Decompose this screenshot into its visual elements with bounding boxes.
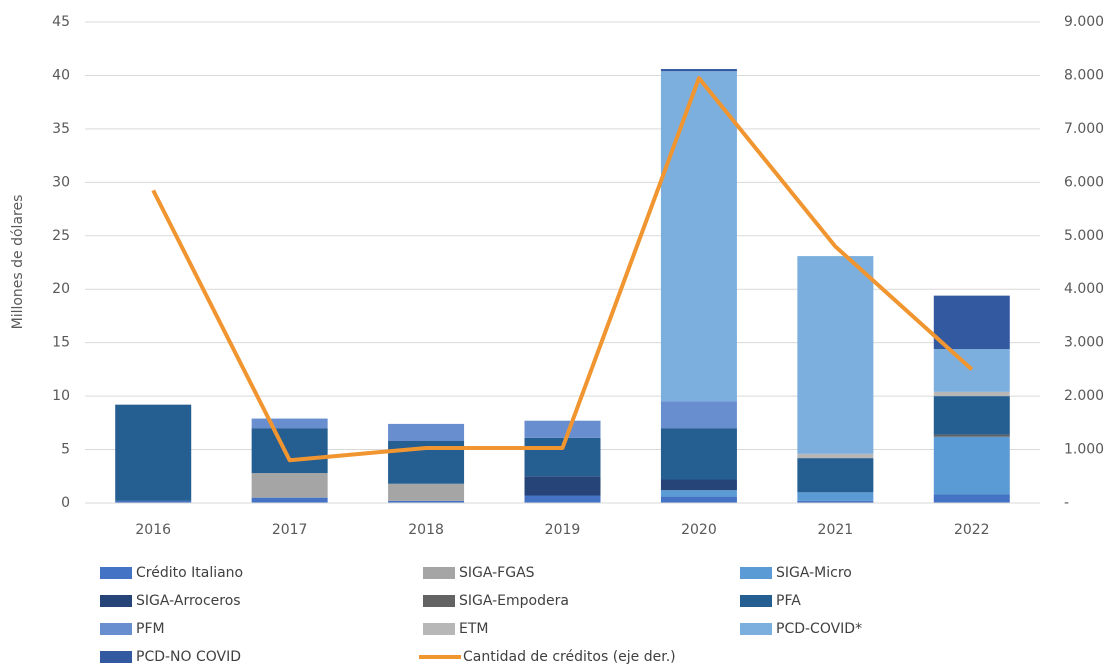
legend-label: SIGA-FGAS — [459, 565, 535, 581]
bar-segment — [251, 473, 328, 498]
x-tick-label: 2016 — [135, 522, 171, 538]
bar-segment — [660, 490, 737, 497]
legend: Crédito Italiano SIGA-FGAS SIGA-Micro SIGA-… — [100, 565, 862, 665]
bar-segment — [933, 391, 1010, 397]
legend-swatch — [423, 595, 455, 607]
legend-swatch — [423, 623, 455, 635]
bar-segment — [797, 492, 874, 501]
legend-swatch — [100, 623, 132, 635]
legend-label: PFM — [136, 621, 165, 637]
legend-label: PCD-NO COVID — [136, 649, 241, 665]
line-series — [151, 76, 974, 463]
bar-segment — [933, 494, 1010, 503]
bar-segment — [388, 483, 465, 501]
legend-label: Crédito Italiano — [136, 565, 243, 581]
bar-segment — [388, 500, 465, 503]
bar-segment — [524, 495, 601, 503]
bar-segment — [251, 428, 328, 474]
x-tick-label: 2017 — [272, 522, 308, 538]
y-tick-label: 0 — [61, 495, 70, 511]
y-tick-label: 20 — [52, 281, 70, 297]
y-tick-label: 45 — [52, 14, 70, 30]
legend-label: SIGA-Empodera — [459, 593, 569, 609]
y2-tick-label: 3.000 — [1064, 335, 1104, 351]
bar-segment — [251, 497, 328, 503]
y-axis-label: Millones de dólares — [10, 195, 26, 330]
bar-segment — [660, 71, 737, 402]
bar-segment — [660, 496, 737, 503]
y2-tick-label: 8.000 — [1064, 67, 1104, 83]
bar-segment — [797, 453, 874, 459]
bar-segment — [660, 69, 737, 72]
y-tick-label: 25 — [52, 228, 70, 244]
bar-segment — [660, 479, 737, 491]
legend-label: PCD-COVID* — [776, 621, 862, 637]
y-tick-label: 30 — [52, 174, 70, 190]
legend-swatch — [423, 567, 455, 579]
y-tick-label: 5 — [61, 442, 70, 458]
x-tick-label: 2019 — [545, 522, 581, 538]
y2-tick-label: 5.000 — [1064, 228, 1104, 244]
bar-segment — [797, 458, 874, 493]
x-tick-label: 2021 — [818, 522, 854, 538]
y2-tick-label: 2.000 — [1064, 388, 1104, 404]
legend-swatch — [740, 623, 772, 635]
y-tick-label: 10 — [52, 388, 70, 404]
y-tick-label: 35 — [52, 121, 70, 137]
legend-label: ETM — [459, 621, 488, 637]
y2-tick-label: - — [1064, 495, 1069, 511]
bar-segment — [933, 396, 1010, 435]
legend-swatch — [100, 567, 132, 579]
bar-segment — [524, 420, 601, 438]
legend-swatch — [100, 651, 132, 663]
x-tick-label: 2018 — [408, 522, 444, 538]
bar-segment — [660, 401, 737, 429]
y2-tick-label: 7.000 — [1064, 121, 1104, 137]
legend-swatch — [740, 595, 772, 607]
bar-segment — [388, 423, 465, 442]
legend-label: SIGA-Arroceros — [136, 593, 241, 609]
legend-label: PFA — [776, 593, 801, 609]
bar-segment — [660, 428, 737, 480]
x-tick-label: 2020 — [681, 522, 717, 538]
bar-segment — [251, 418, 328, 429]
legend-label: SIGA-Micro — [776, 565, 852, 581]
y2-tick-label: 4.000 — [1064, 281, 1104, 297]
bar-segment — [933, 434, 1010, 437]
bar-segment — [933, 349, 1010, 392]
y-tick-label: 40 — [52, 67, 70, 83]
x-tick-label: 2022 — [954, 522, 990, 538]
legend-label: Cantidad de créditos (eje der.) — [463, 649, 676, 665]
bar-segment — [933, 295, 1010, 350]
legend-swatch — [740, 567, 772, 579]
y2-tick-label: 6.000 — [1064, 174, 1104, 190]
bar-segment — [524, 476, 601, 496]
y2-tick-label: 1.000 — [1064, 442, 1104, 458]
bar-segment — [797, 256, 874, 454]
bar-segment — [115, 404, 192, 501]
bar-segment — [797, 500, 874, 503]
legend-swatch — [100, 595, 132, 607]
y2-tick-label: 9.000 — [1064, 14, 1104, 30]
y-tick-label: 15 — [52, 335, 70, 351]
bar-segment — [933, 436, 1010, 495]
bar-segment — [115, 500, 192, 503]
